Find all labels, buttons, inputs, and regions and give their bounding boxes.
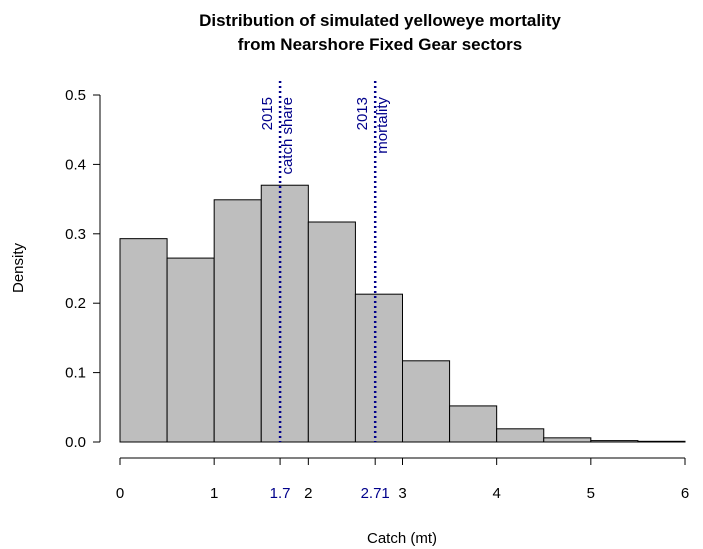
bar — [543, 437, 592, 443]
x-tick-label: 3 — [398, 485, 406, 502]
y-axis-title: Density — [10, 242, 27, 293]
y-tick-label: 0.0 — [65, 434, 86, 451]
y-tick-label: 0.5 — [65, 87, 86, 104]
bar — [166, 257, 215, 443]
bar — [449, 405, 498, 443]
y-tick-label: 0.2 — [65, 295, 86, 312]
reference-label: 2013 — [354, 97, 371, 130]
x-axis-title: Catch (mt) — [367, 530, 437, 547]
bar — [637, 440, 686, 443]
x-tick-label: 1.7 — [270, 485, 291, 502]
x-tick-label: 2.71 — [361, 485, 390, 502]
reference-label: mortality — [374, 97, 391, 154]
x-tick-label: 0 — [116, 485, 124, 502]
y-tick-label: 0.4 — [65, 156, 86, 173]
bar — [260, 184, 309, 443]
reference-label: 2015 — [259, 97, 276, 130]
reference-label: catch share — [279, 97, 296, 175]
bar — [402, 360, 451, 443]
chart-title: from Nearshore Fixed Gear sectors — [238, 35, 522, 54]
bar — [213, 199, 262, 443]
bar — [307, 221, 356, 443]
y-tick-label: 0.3 — [65, 226, 86, 243]
chart-title: Distribution of simulated yelloweye mort… — [199, 11, 561, 30]
x-tick-label: 2 — [304, 485, 312, 502]
x-tick-label: 5 — [587, 485, 595, 502]
bar — [590, 440, 639, 443]
y-tick-label: 0.1 — [65, 365, 86, 382]
x-tick-label: 4 — [492, 485, 500, 502]
bar — [354, 293, 403, 443]
x-tick-label: 1 — [210, 485, 218, 502]
x-tick-label: 6 — [681, 485, 689, 502]
bar — [119, 238, 168, 443]
bar — [496, 428, 545, 443]
